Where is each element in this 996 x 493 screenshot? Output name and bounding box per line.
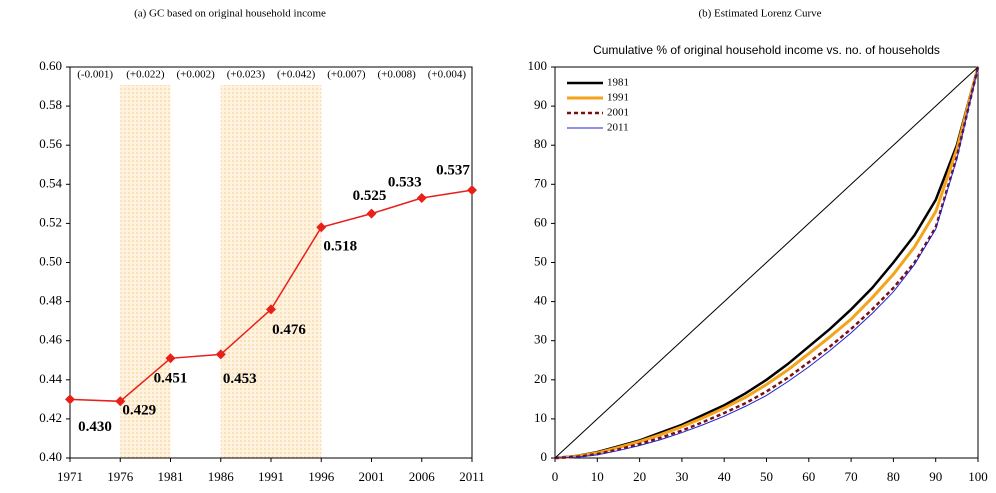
x-tick-label: 1981 (158, 469, 184, 484)
y-tick-label: 0.56 (39, 136, 62, 151)
shaded-range (220, 85, 322, 458)
value-label: 0.525 (353, 188, 387, 204)
y-tick-label: 0.42 (39, 410, 62, 425)
line (554, 66, 979, 459)
y-tick-label: 80 (534, 136, 547, 151)
annotation: (+0.042) (277, 69, 316, 81)
annotation: (+0.008) (377, 69, 416, 81)
marker (366, 208, 377, 219)
y-tick-label: 0.48 (39, 293, 62, 308)
y-tick-label: 0.52 (39, 214, 62, 229)
value-label: 0.537 (436, 163, 470, 179)
x-tick-label: 2001 (359, 469, 385, 484)
marker (467, 185, 477, 196)
shaded-range (120, 85, 171, 458)
y-tick-label: 0.58 (39, 97, 62, 112)
y-tick-label: 40 (534, 293, 547, 308)
y-tick-label: 0 (541, 449, 548, 464)
subtitle: (a) GC based on original household incom… (134, 8, 326, 20)
value-label: 0.451 (154, 371, 188, 387)
y-tick-label: 0.60 (39, 58, 62, 73)
x-tick-label: 2011 (459, 469, 485, 484)
y-tick-label: 60 (534, 214, 547, 229)
value-label: 0.518 (323, 239, 357, 255)
marker (266, 304, 276, 315)
x-tick-label: 1986 (208, 469, 235, 484)
line (554, 66, 980, 460)
marker (165, 353, 176, 364)
y-tick-label: 10 (534, 410, 547, 425)
x-tick-label: 100 (968, 469, 988, 484)
y-tick-label: 0.50 (39, 253, 62, 268)
x-tick-label: 2006 (409, 469, 436, 484)
x-tick-label: 20 (633, 469, 646, 484)
annotation: (+0.002) (176, 69, 215, 81)
value-label: 0.476 (272, 322, 306, 338)
legend-label: 2011 (607, 122, 629, 134)
x-tick-label: 60 (802, 469, 815, 484)
x-tick-label: 80 (887, 469, 900, 484)
value-label: 0.533 (388, 174, 422, 190)
y-tick-label: 70 (534, 175, 547, 190)
marker (416, 192, 427, 203)
legend-label: 2001 (607, 107, 629, 119)
y-tick-label: 100 (528, 58, 548, 73)
annotation: (+0.023) (227, 69, 266, 81)
chart-title: Cumulative % of original household incom… (593, 43, 940, 57)
subtitle: (b) Estimated Lorenz Curve (698, 8, 821, 20)
x-tick-label: 1991 (258, 469, 284, 484)
x-tick-label: 1971 (57, 469, 83, 484)
x-tick-label: 1976 (107, 469, 134, 484)
x-tick-label: 50 (760, 469, 773, 484)
y-tick-label: 0.40 (39, 449, 62, 464)
legend-label: 1991 (607, 92, 629, 104)
value-label: 0.453 (223, 371, 257, 387)
y-tick-label: 0.46 (39, 332, 62, 347)
annotation: (+0.007) (327, 69, 366, 81)
y-tick-label: 0.54 (39, 175, 62, 190)
annotation: (+0.022) (126, 69, 165, 81)
y-tick-label: 0.44 (39, 371, 62, 386)
y-tick-label: 30 (534, 332, 547, 347)
legend-label: 1981 (607, 77, 629, 89)
annotation: (+0.004) (428, 69, 467, 81)
x-tick-label: 90 (929, 469, 942, 484)
x-tick-label: 1996 (308, 469, 335, 484)
marker (115, 396, 126, 407)
marker (215, 349, 226, 360)
y-tick-label: 90 (534, 97, 547, 112)
value-label: 0.429 (122, 403, 156, 419)
marker (65, 394, 75, 405)
annotation: (-0.001) (77, 69, 113, 81)
x-tick-label: 10 (591, 469, 604, 484)
x-tick-label: 0 (552, 469, 559, 484)
y-tick-label: 20 (534, 371, 547, 386)
x-tick-label: 70 (845, 469, 858, 484)
x-tick-label: 40 (718, 469, 731, 484)
value-label: 0.430 (78, 419, 112, 435)
line (554, 66, 980, 460)
y-tick-label: 50 (534, 253, 547, 268)
line (554, 66, 979, 459)
x-tick-label: 30 (675, 469, 688, 484)
marker (316, 222, 327, 233)
